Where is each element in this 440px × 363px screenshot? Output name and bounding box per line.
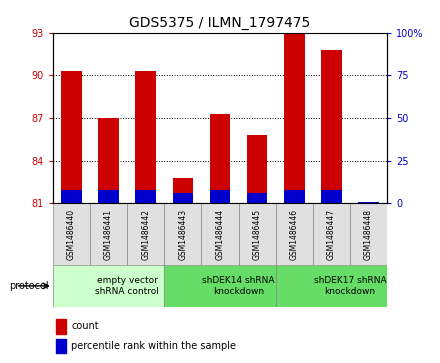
- Bar: [53, 203, 90, 265]
- Bar: [61, 189, 81, 203]
- Bar: [359, 201, 379, 203]
- Bar: [127, 203, 164, 265]
- Text: protocol: protocol: [9, 281, 48, 291]
- Text: GSM1486444: GSM1486444: [216, 209, 224, 260]
- Bar: [56, 319, 66, 334]
- Bar: [90, 203, 127, 265]
- Bar: [202, 203, 238, 265]
- Bar: [350, 203, 387, 265]
- Bar: [313, 203, 350, 265]
- Title: GDS5375 / ILMN_1797475: GDS5375 / ILMN_1797475: [129, 16, 311, 30]
- Text: GSM1486440: GSM1486440: [67, 209, 76, 260]
- Bar: [136, 189, 156, 203]
- Bar: [164, 203, 202, 265]
- Bar: [321, 189, 342, 203]
- Text: GSM1486447: GSM1486447: [327, 209, 336, 260]
- Bar: [210, 114, 230, 203]
- Text: count: count: [71, 321, 99, 331]
- Bar: [284, 189, 304, 203]
- Text: shDEK17 shRNA
knockdown: shDEK17 shRNA knockdown: [314, 276, 386, 295]
- Text: GSM1486441: GSM1486441: [104, 209, 113, 260]
- Text: GSM1486448: GSM1486448: [364, 209, 373, 260]
- Bar: [56, 339, 66, 353]
- Text: GSM1486446: GSM1486446: [290, 209, 299, 260]
- Text: percentile rank within the sample: percentile rank within the sample: [71, 341, 236, 351]
- Bar: [276, 203, 313, 265]
- Bar: [164, 265, 276, 307]
- Text: GSM1486443: GSM1486443: [178, 209, 187, 260]
- Bar: [284, 33, 304, 203]
- Text: shDEK14 shRNA
knockdown: shDEK14 shRNA knockdown: [202, 276, 275, 295]
- Text: GSM1486445: GSM1486445: [253, 209, 262, 260]
- Bar: [247, 135, 268, 203]
- Bar: [172, 193, 193, 203]
- Bar: [210, 189, 230, 203]
- Bar: [98, 118, 119, 203]
- Bar: [238, 203, 276, 265]
- Text: GSM1486442: GSM1486442: [141, 209, 150, 260]
- Text: empty vector
shRNA control: empty vector shRNA control: [95, 276, 159, 295]
- Bar: [98, 189, 119, 203]
- Bar: [136, 71, 156, 203]
- Bar: [53, 265, 164, 307]
- Bar: [172, 178, 193, 203]
- Bar: [321, 50, 342, 203]
- Bar: [61, 71, 81, 203]
- Bar: [276, 265, 387, 307]
- Bar: [247, 193, 268, 203]
